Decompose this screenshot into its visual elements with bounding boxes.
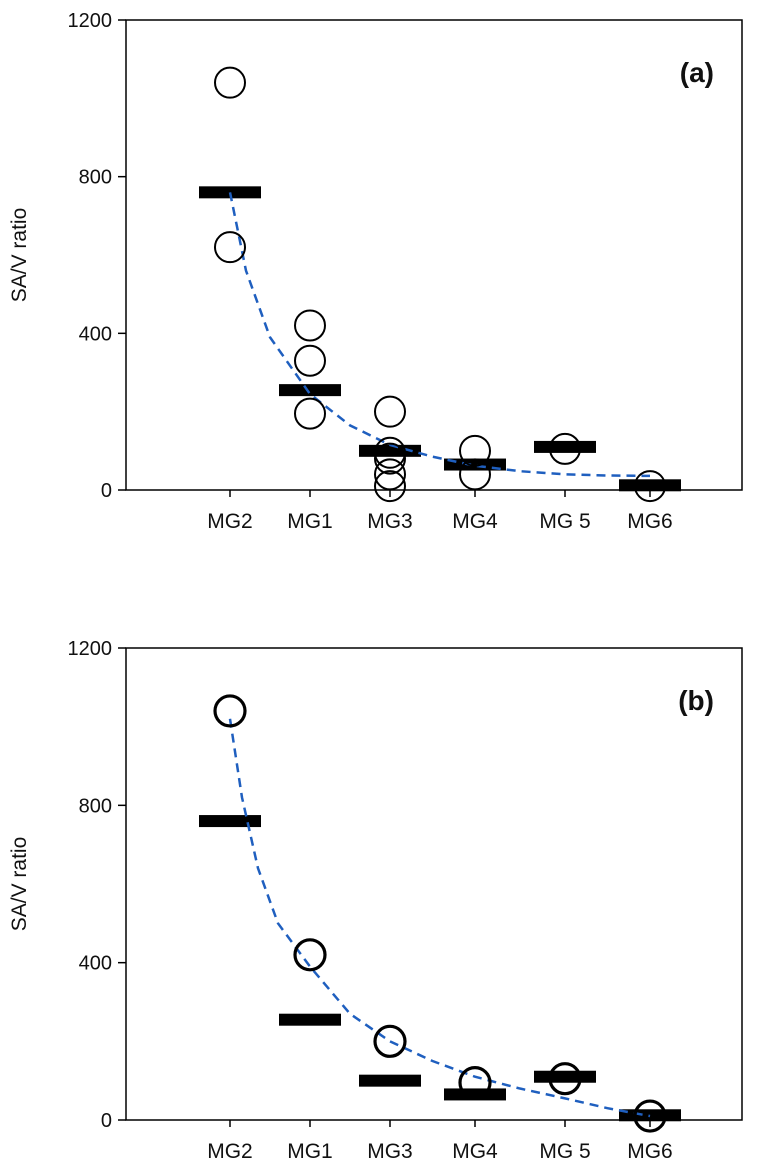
x-category-label: MG2 [207,510,253,533]
y-tick-label: 800 [79,795,112,817]
y-tick-label: 800 [79,167,112,189]
data-point [459,434,491,467]
fit-curve [228,718,651,1118]
chart-b-svg: 0 400 800 1200 MG2 MG1 MG3 MG4 MG 5 MG6 SA/V ratio… [8,638,743,1163]
x-category-label: MG6 [627,1140,673,1163]
data-point [374,458,406,491]
mean-bar [619,479,681,492]
y-axis-label: SA/V ratio [8,837,31,932]
data-point [374,470,406,503]
mean-bar [444,1088,506,1101]
x-category-label: MG6 [627,510,673,533]
plot-frame [125,647,743,1121]
data-point [634,470,666,503]
x-category-label: MG1 [287,1140,333,1163]
data-point [548,1062,582,1096]
x-category-label: MG4 [452,510,498,533]
data-point [294,397,326,430]
mean-bar [279,384,341,397]
data-point [633,1099,667,1133]
data-point [214,231,246,264]
data-point [294,344,326,377]
fit-curve [228,192,651,478]
mean-bar [279,1013,341,1026]
chart-a-svg: 0 400 800 1200 MG2 MG1 MG3 MG4 MG 5 MG6 SA/V ratio… [8,10,743,533]
y-tick-label: 400 [79,323,112,345]
panel-label: (b) [678,685,714,716]
plot-frame [125,19,743,491]
x-category-label: MG1 [287,510,333,533]
data-point [374,442,406,475]
data-point [213,694,247,728]
mean-bar [534,1070,596,1083]
mean-bar [444,458,506,471]
data-point [374,395,406,428]
y-tick-label: 1200 [68,638,113,660]
mean-bar [199,815,261,828]
x-category-label: MG2 [207,1140,253,1163]
mean-bar [534,440,596,453]
data-point [214,66,246,99]
y-tick-label: 0 [101,1110,112,1132]
chart-panel-a: 0 400 800 1200 MG2 MG1 MG3 MG4 MG 5 MG6 SA/V ratio… [0,0,758,560]
y-tick-label: 1200 [68,10,113,32]
mean-bar [359,1074,421,1087]
data-point [293,938,327,972]
data-point [374,436,406,469]
x-category-label: MG4 [452,1140,498,1163]
chart-panel-b: 0 400 800 1200 MG2 MG1 MG3 MG4 MG 5 MG6 SA/V ratio… [0,600,758,1169]
panel-label: (a) [680,57,714,88]
y-tick-label: 0 [101,480,112,502]
x-category-label: MG3 [367,510,413,533]
data-point [459,458,491,491]
x-category-label: MG 5 [539,1140,590,1163]
data-point [549,432,581,465]
x-category-label: MG 5 [539,510,590,533]
x-category-label: MG3 [367,1140,413,1163]
data-point [373,1024,407,1058]
data-point [294,309,326,342]
data-point [458,1066,492,1100]
y-tick-label: 400 [79,953,112,975]
y-axis-label: SA/V ratio [8,208,31,303]
